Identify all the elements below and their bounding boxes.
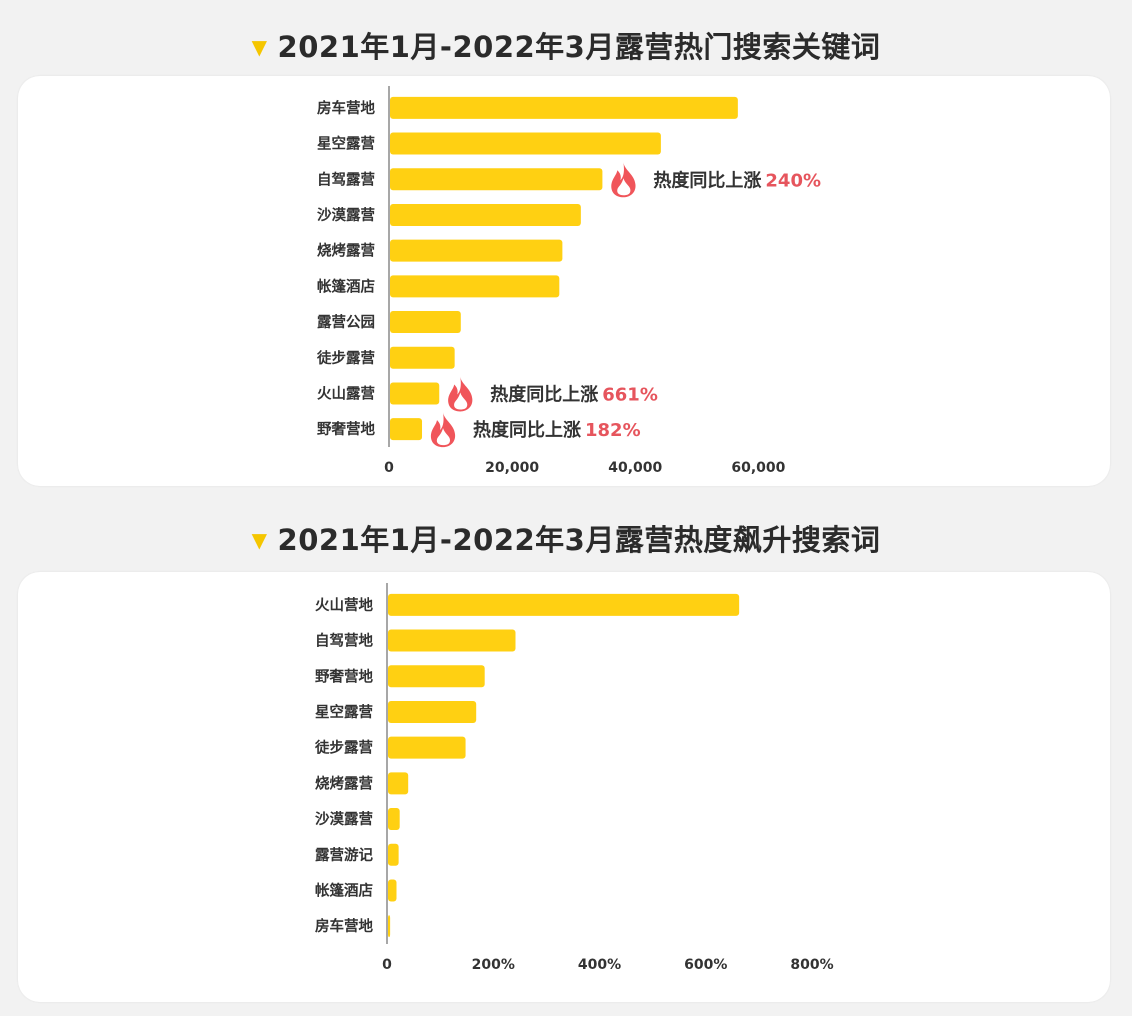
bar xyxy=(390,96,738,119)
bar xyxy=(388,593,740,616)
bar xyxy=(390,203,581,226)
category-label: 自驾营地 xyxy=(315,632,373,650)
category-label: 房车营地 xyxy=(317,99,375,117)
section-title-2: ▼ 2021年1月-2022年3月露营热度飙升搜索词 xyxy=(0,517,1132,559)
annotation-label: 热度同比上涨 xyxy=(490,383,598,405)
category-label: 露营公园 xyxy=(317,313,375,331)
category-label: 沙漠露营 xyxy=(315,810,373,828)
category-label: 星空露营 xyxy=(315,703,373,721)
x-tick-label: 0 xyxy=(384,460,394,476)
fire-icon xyxy=(448,376,473,412)
category-label: 自驾露营 xyxy=(317,170,375,188)
section-title-1: ▼ 2021年1月-2022年3月露营热门搜索关键词 xyxy=(0,24,1132,66)
bar xyxy=(388,843,399,866)
annotation-label: 热度同比上涨 xyxy=(473,419,581,441)
bar xyxy=(388,629,516,652)
bar xyxy=(390,418,423,441)
triangle-down-icon: ▼ xyxy=(251,35,268,59)
category-label: 火山营地 xyxy=(315,596,373,614)
annotation-label: 热度同比上涨 xyxy=(653,169,761,191)
x-tick-label: 20,000 xyxy=(485,460,539,476)
fire-icon xyxy=(611,162,636,198)
bar xyxy=(388,665,485,688)
rising-bar-chart: 火山营地自驾营地野奢营地星空露营徒步露营烧烤露营沙漠露营露营游记帐篷酒店房车营地… xyxy=(314,583,834,973)
keywords-bar-chart: 房车营地星空露营自驾露营沙漠露营烧烤露营帐篷酒店露营公园徒步露营火山露营野奢营地… xyxy=(316,86,821,476)
bar xyxy=(390,239,563,262)
bar xyxy=(388,808,400,831)
bar xyxy=(390,275,560,298)
bar xyxy=(390,346,455,369)
category-label: 烧烤露营 xyxy=(315,774,373,792)
bar xyxy=(390,311,461,334)
x-tick-label: 400% xyxy=(578,957,621,973)
category-label: 帐篷酒店 xyxy=(315,881,373,899)
bar xyxy=(388,736,466,759)
bar xyxy=(388,772,409,795)
annotation-value: 661% xyxy=(602,384,658,405)
x-tick-label: 40,000 xyxy=(608,460,662,476)
triangle-down-icon: ▼ xyxy=(251,528,268,552)
category-label: 野奢营地 xyxy=(315,667,373,685)
category-label: 沙漠露营 xyxy=(317,206,375,224)
x-tick-label: 200% xyxy=(472,957,515,973)
annotation-value: 240% xyxy=(765,170,821,191)
category-label: 火山露营 xyxy=(317,384,375,402)
bar xyxy=(390,168,603,191)
bar xyxy=(390,132,661,155)
bar xyxy=(388,879,397,902)
category-label: 烧烤露营 xyxy=(317,242,375,260)
bar xyxy=(388,915,391,938)
category-label: 野奢营地 xyxy=(317,420,375,438)
annotation-value: 182% xyxy=(585,420,641,441)
category-label: 徒步露营 xyxy=(314,739,373,757)
bar xyxy=(388,700,477,723)
category-label: 露营游记 xyxy=(315,846,373,864)
section-title-text: 2021年1月-2022年3月露营热门搜索关键词 xyxy=(277,30,881,64)
category-label: 星空露营 xyxy=(317,135,375,153)
x-tick-label: 0 xyxy=(382,957,392,973)
category-label: 徒步露营 xyxy=(316,349,375,367)
chart-card-keywords: 房车营地星空露营自驾露营沙漠露营烧烤露营帐篷酒店露营公园徒步露营火山露营野奢营地… xyxy=(18,76,1110,486)
bar xyxy=(390,382,440,405)
x-tick-label: 800% xyxy=(790,957,833,973)
x-tick-label: 600% xyxy=(684,957,727,973)
fire-icon xyxy=(430,412,456,448)
section-title-text: 2021年1月-2022年3月露营热度飙升搜索词 xyxy=(277,523,881,557)
x-tick-label: 60,000 xyxy=(731,460,785,476)
category-label: 房车营地 xyxy=(315,917,373,935)
chart-card-rising: 火山营地自驾营地野奢营地星空露营徒步露营烧烤露营沙漠露营露营游记帐篷酒店房车营地… xyxy=(18,572,1110,1002)
category-label: 帐篷酒店 xyxy=(317,277,375,295)
